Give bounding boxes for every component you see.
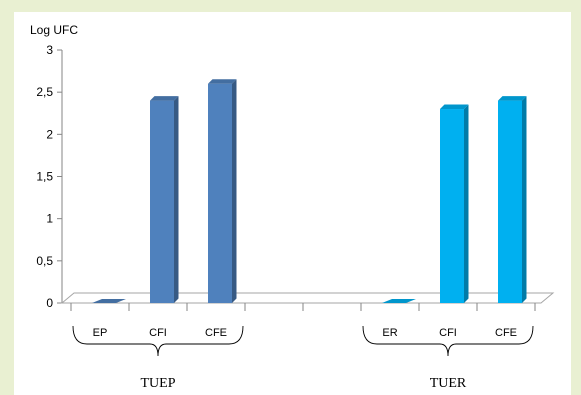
bar-ep-tuep [92,299,126,303]
bar-front [440,109,464,304]
bar-top [150,96,179,101]
x-category-label: EP [93,327,108,339]
x-category-label: CFE [495,327,517,339]
y-tick-label: 0 [46,296,53,310]
group-brace [362,325,534,357]
axis-layer: 0 0,5 1 1,5 2 2,5 3 [36,43,555,311]
bar-top [208,79,237,84]
bar-top [498,96,527,101]
label-layer: EP CFI CFE ER CFI CFE TUEP TUER [72,325,534,391]
bar-side [232,79,237,303]
bar-side [522,96,527,303]
bar-cfi-tuep [150,96,179,303]
y-tick-label: 0,5 [36,254,53,268]
bar-front [208,83,232,303]
group-label: TUER [430,376,467,391]
bar-cfe-tuer [498,96,527,303]
y-axis-title: Log UFC [30,23,78,37]
bar-cfe-tuep [208,79,237,303]
bar-cfi-tuer [440,104,469,304]
y-tick-label: 2,5 [36,85,53,99]
group-brace [72,325,244,357]
bar-side [464,104,469,304]
bar-er-tuer [382,299,416,303]
x-category-label: CFI [149,327,167,339]
chart-floor [60,292,555,304]
bar-front [498,100,522,303]
y-tick-label: 3 [46,43,53,57]
y-tick-label: 1,5 [36,170,53,184]
y-tick-label: 1 [46,212,53,226]
plot-panel [14,12,571,395]
x-category-label: CFE [205,327,227,339]
bar-top [440,104,469,110]
x-category-label: ER [382,327,397,339]
x-category-label: CFI [439,327,457,339]
bar-zero-top [382,299,416,303]
bar-layer [92,79,527,304]
y-tick-label: 2 [46,127,53,141]
bar-zero-top [92,299,126,303]
bar-side [174,96,179,303]
bar-front [150,100,174,303]
group-label: TUEP [141,376,176,391]
